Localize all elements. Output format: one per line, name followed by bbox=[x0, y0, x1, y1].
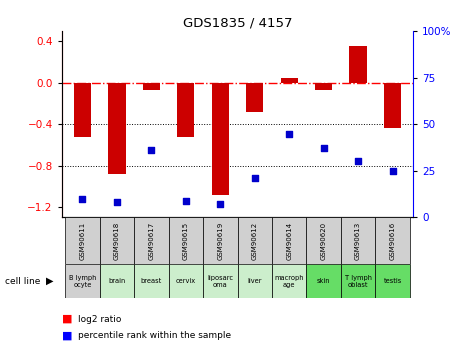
Text: GSM90611: GSM90611 bbox=[79, 221, 86, 260]
Text: GSM90619: GSM90619 bbox=[217, 221, 223, 260]
Text: cell line: cell line bbox=[5, 277, 40, 286]
Point bbox=[354, 159, 362, 164]
Point bbox=[251, 176, 258, 181]
Point bbox=[285, 131, 293, 136]
Text: skin: skin bbox=[317, 278, 331, 284]
Text: ■: ■ bbox=[62, 331, 72, 340]
Text: ■: ■ bbox=[62, 314, 72, 324]
Text: GSM90614: GSM90614 bbox=[286, 221, 292, 260]
Bar bbox=[246, 83, 263, 112]
Bar bbox=[134, 217, 169, 264]
Bar bbox=[74, 83, 91, 137]
Bar bbox=[100, 264, 134, 298]
Bar bbox=[212, 83, 229, 195]
Text: liver: liver bbox=[247, 278, 262, 284]
Text: GSM90617: GSM90617 bbox=[148, 221, 154, 260]
Bar bbox=[142, 83, 160, 90]
Text: liposarc
oma: liposarc oma bbox=[207, 275, 233, 288]
Bar bbox=[315, 83, 332, 90]
Bar bbox=[169, 264, 203, 298]
Text: GSM90615: GSM90615 bbox=[183, 221, 189, 260]
Bar bbox=[375, 217, 410, 264]
Bar bbox=[65, 217, 100, 264]
Bar bbox=[134, 264, 169, 298]
Bar bbox=[306, 217, 341, 264]
Bar bbox=[100, 217, 134, 264]
Point bbox=[148, 148, 155, 153]
Bar bbox=[272, 264, 306, 298]
Text: B lymph
ocyte: B lymph ocyte bbox=[69, 275, 96, 288]
Bar bbox=[203, 217, 238, 264]
Bar bbox=[350, 46, 367, 83]
Bar bbox=[281, 78, 298, 83]
Bar bbox=[203, 264, 238, 298]
Text: macroph
age: macroph age bbox=[275, 275, 304, 288]
Text: testis: testis bbox=[383, 278, 402, 284]
Text: GSM90618: GSM90618 bbox=[114, 221, 120, 260]
Bar bbox=[177, 83, 194, 137]
Point bbox=[182, 198, 190, 203]
Bar bbox=[169, 217, 203, 264]
Text: brain: brain bbox=[108, 278, 125, 284]
Text: T lymph
oblast: T lymph oblast bbox=[345, 275, 371, 288]
Point bbox=[320, 146, 327, 151]
Point bbox=[389, 168, 396, 174]
Text: GSM90616: GSM90616 bbox=[390, 221, 396, 260]
Bar bbox=[341, 217, 375, 264]
Bar bbox=[238, 264, 272, 298]
Text: percentile rank within the sample: percentile rank within the sample bbox=[78, 331, 231, 340]
Text: GSM90612: GSM90612 bbox=[252, 221, 258, 260]
Point bbox=[113, 200, 121, 205]
Bar bbox=[238, 217, 272, 264]
Bar bbox=[272, 217, 306, 264]
Bar bbox=[65, 264, 100, 298]
Text: breast: breast bbox=[141, 278, 162, 284]
Bar bbox=[306, 264, 341, 298]
Title: GDS1835 / 4157: GDS1835 / 4157 bbox=[183, 17, 292, 30]
Text: GSM90620: GSM90620 bbox=[321, 221, 327, 260]
Text: ▶: ▶ bbox=[46, 276, 54, 286]
Point bbox=[217, 201, 224, 207]
Bar bbox=[384, 83, 401, 128]
Text: log2 ratio: log2 ratio bbox=[78, 315, 122, 324]
Bar bbox=[341, 264, 375, 298]
Text: cervix: cervix bbox=[176, 278, 196, 284]
Bar bbox=[108, 83, 125, 174]
Point bbox=[79, 196, 86, 201]
Bar bbox=[375, 264, 410, 298]
Text: GSM90613: GSM90613 bbox=[355, 221, 361, 260]
